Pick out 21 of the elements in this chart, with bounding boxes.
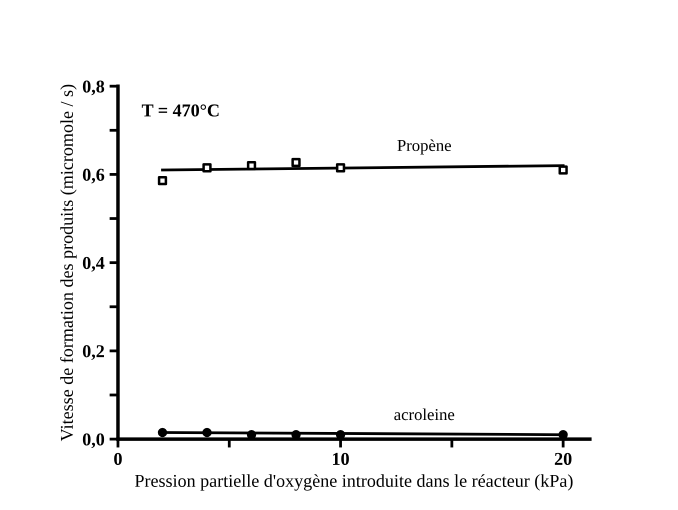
point (246, 160, 256, 170)
point (202, 163, 212, 172)
point (558, 165, 568, 175)
x-tick-label: 10 (332, 452, 349, 466)
series-label: acroleine (394, 408, 454, 420)
y-tick-label: 0,6 (82, 168, 104, 184)
x-tick-label: 20 (554, 452, 572, 466)
x-tick-label: 0 (114, 452, 122, 466)
series-label: Propène (397, 139, 451, 154)
y-tick-label: 0,0 (82, 433, 104, 448)
point (158, 176, 168, 186)
y-tick-label: 0,8 (82, 80, 104, 96)
point (291, 158, 301, 168)
x-axis-title: Pression partielle d'oxygène introduite dans le réacteur (kPa) (134, 474, 573, 491)
y-tick-label: 0,2 (82, 345, 104, 360)
point (336, 163, 346, 172)
point (202, 428, 212, 438)
y-tick-label: 0,4 (82, 256, 104, 272)
annotation: T = 470°C (142, 104, 219, 117)
point (158, 428, 168, 438)
y-axis-title: Vitesse de formation des produits (micromole / s) (60, 84, 77, 442)
